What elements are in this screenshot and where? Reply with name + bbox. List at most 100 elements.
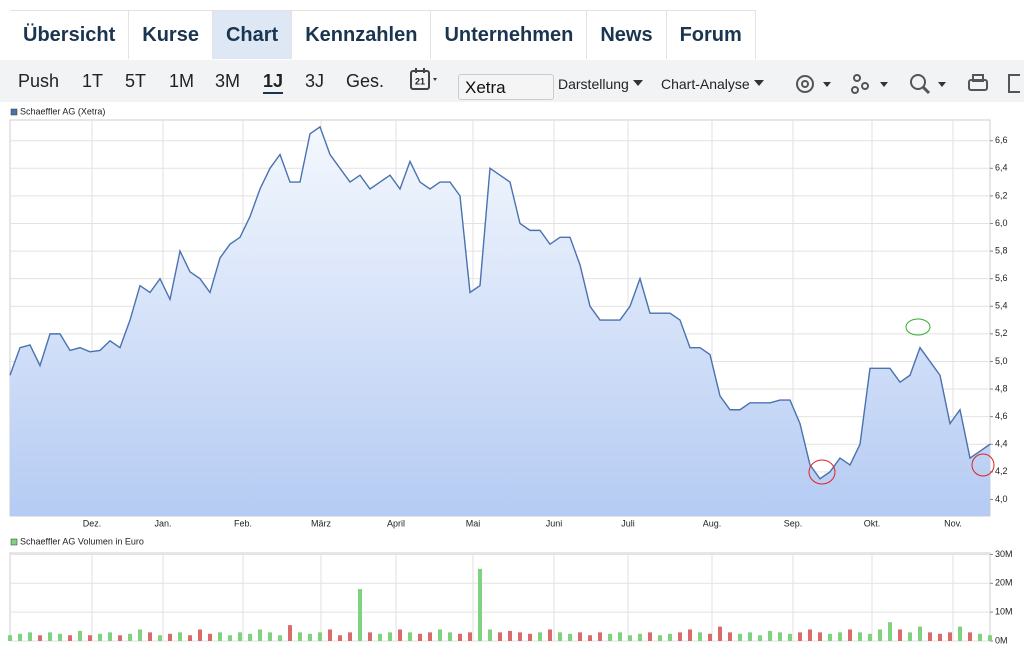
volume-bar [668, 633, 672, 641]
volume-bar [918, 626, 922, 641]
period-button[interactable]: 3M [215, 71, 241, 91]
low-marker [971, 453, 995, 477]
tools-icon[interactable] [853, 74, 861, 82]
x-tick-label: Okt. [864, 518, 881, 528]
period-button[interactable]: Ges. [346, 71, 385, 91]
tab-bar: Übersicht Kurse Chart Kennzahlen Unternehmen… [10, 10, 756, 59]
volume-bar [738, 633, 742, 641]
volume-bar [108, 632, 112, 641]
volume-bar [458, 633, 462, 641]
y-tick-label: 6,4 [995, 163, 1008, 173]
volume-bar [938, 633, 942, 641]
y-tick-label: 20M [995, 578, 1013, 588]
volume-bar [348, 632, 352, 641]
volume-bar [188, 635, 192, 641]
volume-bar [788, 633, 792, 641]
volume-bar [818, 632, 822, 641]
y-tick-label: 5,8 [995, 245, 1008, 255]
x-tick-label: Nov. [944, 518, 962, 528]
volume-bar [608, 633, 612, 641]
settings-icon[interactable] [796, 75, 814, 93]
volume-bar [138, 629, 142, 641]
volume-bar [88, 635, 92, 641]
exchange-select[interactable]: Xetra [458, 74, 554, 100]
volume-bar [178, 632, 182, 641]
volume-bar [588, 635, 592, 641]
calendar-icon[interactable]: 21 [408, 66, 438, 96]
volume-bar [418, 633, 422, 641]
volume-bar [888, 622, 892, 641]
volume-bar [868, 633, 872, 641]
nav-tab[interactable]: News [587, 11, 667, 59]
export-icon[interactable] [1008, 74, 1020, 93]
volume-bar [488, 629, 492, 641]
high-marker [905, 318, 931, 336]
volume-bar [778, 632, 782, 641]
volume-bar [38, 635, 42, 641]
volume-bar [958, 626, 962, 641]
volume-bar [808, 629, 812, 641]
period-button[interactable]: Push [18, 71, 60, 91]
x-tick-label: April [387, 518, 405, 528]
plot-frame [9, 552, 991, 642]
period-button[interactable]: 1T [82, 71, 104, 91]
volume-bar [828, 633, 832, 641]
price-area [10, 126, 990, 516]
y-tick-label: 10M [995, 607, 1013, 617]
volume-bar [248, 633, 252, 641]
volume-bar [318, 632, 322, 641]
volume-bar [688, 629, 692, 641]
y-tick-label: 5,2 [995, 328, 1008, 338]
volume-bar [228, 635, 232, 641]
period-button[interactable]: 1M [169, 71, 195, 91]
y-tick-label: 5,4 [995, 301, 1008, 311]
nav-tab[interactable]: Chart [212, 11, 293, 59]
volume-bar [798, 632, 802, 641]
nav-tab[interactable]: Forum [666, 11, 756, 59]
period-button[interactable]: 1J [263, 71, 284, 94]
nav-tab[interactable]: Kennzahlen [292, 11, 432, 59]
volume-bar [48, 632, 52, 641]
volume-bar [238, 632, 242, 641]
volume-bar [908, 632, 912, 641]
tool-icons [796, 74, 1020, 95]
volume-bar [168, 633, 172, 641]
dropdown[interactable]: Darstellung [558, 76, 643, 92]
volume-bar [158, 635, 162, 641]
nav-tab[interactable]: Übersicht [10, 11, 130, 59]
dropdown[interactable]: Chart-Analyse [661, 76, 764, 92]
volume-bar [538, 632, 542, 641]
y-tick-label: 4,6 [995, 411, 1008, 421]
y-tick-label: 6,0 [995, 218, 1008, 228]
nav-tab[interactable]: Kurse [129, 11, 213, 59]
volume-bar [628, 635, 632, 641]
volume-bar [848, 629, 852, 641]
volume-bar [658, 635, 662, 641]
volume-bar [358, 589, 362, 641]
y-tick-label: 5,6 [995, 273, 1008, 283]
volume-bar [428, 632, 432, 641]
zoom-icon[interactable] [910, 74, 926, 90]
volume-bar [388, 632, 392, 641]
volume-bar [448, 632, 452, 641]
nav-tab[interactable]: Unternehmen [431, 11, 588, 59]
volume-bar [638, 633, 642, 641]
volume-bar [528, 633, 532, 641]
volume-bar [338, 635, 342, 641]
volume-bar [118, 635, 122, 641]
volume-bar [568, 633, 572, 641]
volume-bar [988, 635, 992, 641]
volume-bar [68, 635, 72, 641]
volume-bar [978, 633, 982, 641]
y-tick-label: 4,2 [995, 466, 1008, 476]
x-tick-label: Jan. [154, 518, 171, 528]
period-button[interactable]: 3J [305, 71, 325, 91]
legend-label: Schaeffler AG (Xetra) [20, 106, 105, 116]
x-tick-label: Juli [621, 518, 635, 528]
period-button[interactable]: 5T [125, 71, 147, 91]
volume-bar [268, 632, 272, 641]
y-tick-label: 4,0 [995, 494, 1008, 504]
volume-bar [708, 633, 712, 641]
volume-bar [598, 632, 602, 641]
